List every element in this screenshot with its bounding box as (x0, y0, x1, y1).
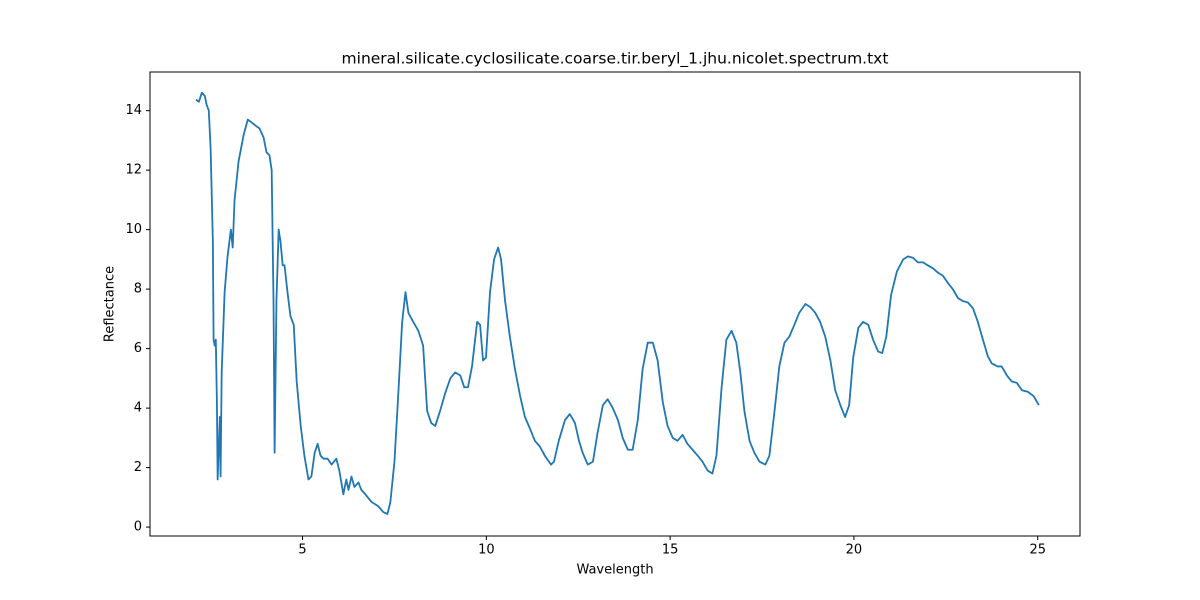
y-axis-label: Reflectance (103, 266, 118, 342)
y-tick-label: 14 (125, 103, 142, 118)
y-tick-label: 0 (134, 520, 142, 535)
y-tick-label: 4 (134, 401, 142, 416)
y-tick-label: 12 (125, 163, 142, 178)
plot-frame (149, 71, 1081, 537)
x-tick-label: 25 (1029, 543, 1046, 558)
x-tick-label: 15 (662, 543, 679, 558)
y-tick-label: 6 (134, 341, 142, 356)
y-tick-label: 2 (134, 460, 142, 475)
x-tick-label: 5 (298, 543, 306, 558)
y-tick-label: 10 (125, 222, 142, 237)
x-tick-label: 20 (846, 543, 863, 558)
x-tick-label: 10 (478, 543, 495, 558)
y-tick-label: 8 (134, 282, 142, 297)
x-axis-label: Wavelength (576, 563, 653, 578)
spectrum-line (195, 91, 1040, 515)
chart-title: mineral.silicate.cyclosilicate.coarse.ti… (342, 50, 889, 69)
